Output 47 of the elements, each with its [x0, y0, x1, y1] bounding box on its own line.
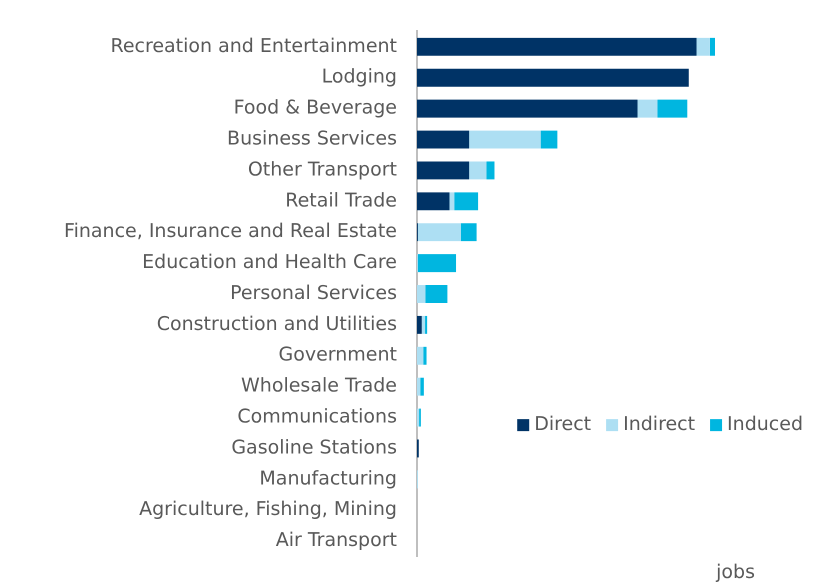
y-tick-label: Wholesale Trade [241, 374, 397, 397]
bar [418, 223, 461, 242]
bar [417, 346, 424, 365]
y-tick-label: Finance, Insurance and Real Estate [64, 220, 397, 242]
bar [657, 100, 688, 118]
legend-label: Induced [727, 413, 804, 436]
bar [417, 316, 422, 334]
y-tick-label: Government [278, 344, 397, 366]
bar [460, 223, 477, 242]
y-tick-label: Other Transport [248, 158, 397, 180]
bar [422, 316, 426, 334]
y-tick-label: Gasoline Stations [231, 436, 397, 458]
bar [417, 161, 470, 180]
bar [696, 38, 710, 56]
y-tick-label: Communications [237, 406, 397, 428]
legend-label: Indirect [623, 413, 696, 436]
bar [469, 161, 486, 180]
y-tick-label: Agriculture, Fishing, Mining [139, 498, 397, 520]
y-tick-label: Retail Trade [285, 189, 397, 212]
bar [449, 192, 454, 210]
bar [417, 38, 697, 56]
y-tick-label: Business Services [227, 127, 397, 150]
bar [417, 285, 426, 303]
bar [417, 378, 420, 396]
y-tick-label: Recreation and Entertainment [110, 34, 397, 57]
y-tick-label: Construction and Utilities [156, 312, 397, 335]
y-tick-label: Lodging [322, 66, 397, 88]
bar [638, 100, 658, 118]
y-tick-label: Food & Beverage [234, 96, 397, 119]
bar [417, 130, 470, 148]
bar [710, 38, 715, 56]
bar [540, 130, 558, 148]
y-tick-label: Education and Health Care [142, 251, 397, 274]
x-axis-title: jobs [715, 561, 755, 583]
y-tick-label: Manufacturing [259, 467, 397, 490]
bar [418, 254, 456, 272]
bar [486, 161, 494, 180]
y-tick-label: Personal Services [230, 282, 397, 304]
bar [417, 100, 638, 118]
bar [417, 68, 689, 87]
legend-label: Direct [534, 413, 592, 436]
bar [417, 192, 450, 210]
bar [469, 130, 541, 148]
y-tick-label: Air Transport [276, 529, 397, 552]
bar [454, 192, 478, 210]
bar [425, 285, 448, 303]
bar [420, 378, 424, 396]
